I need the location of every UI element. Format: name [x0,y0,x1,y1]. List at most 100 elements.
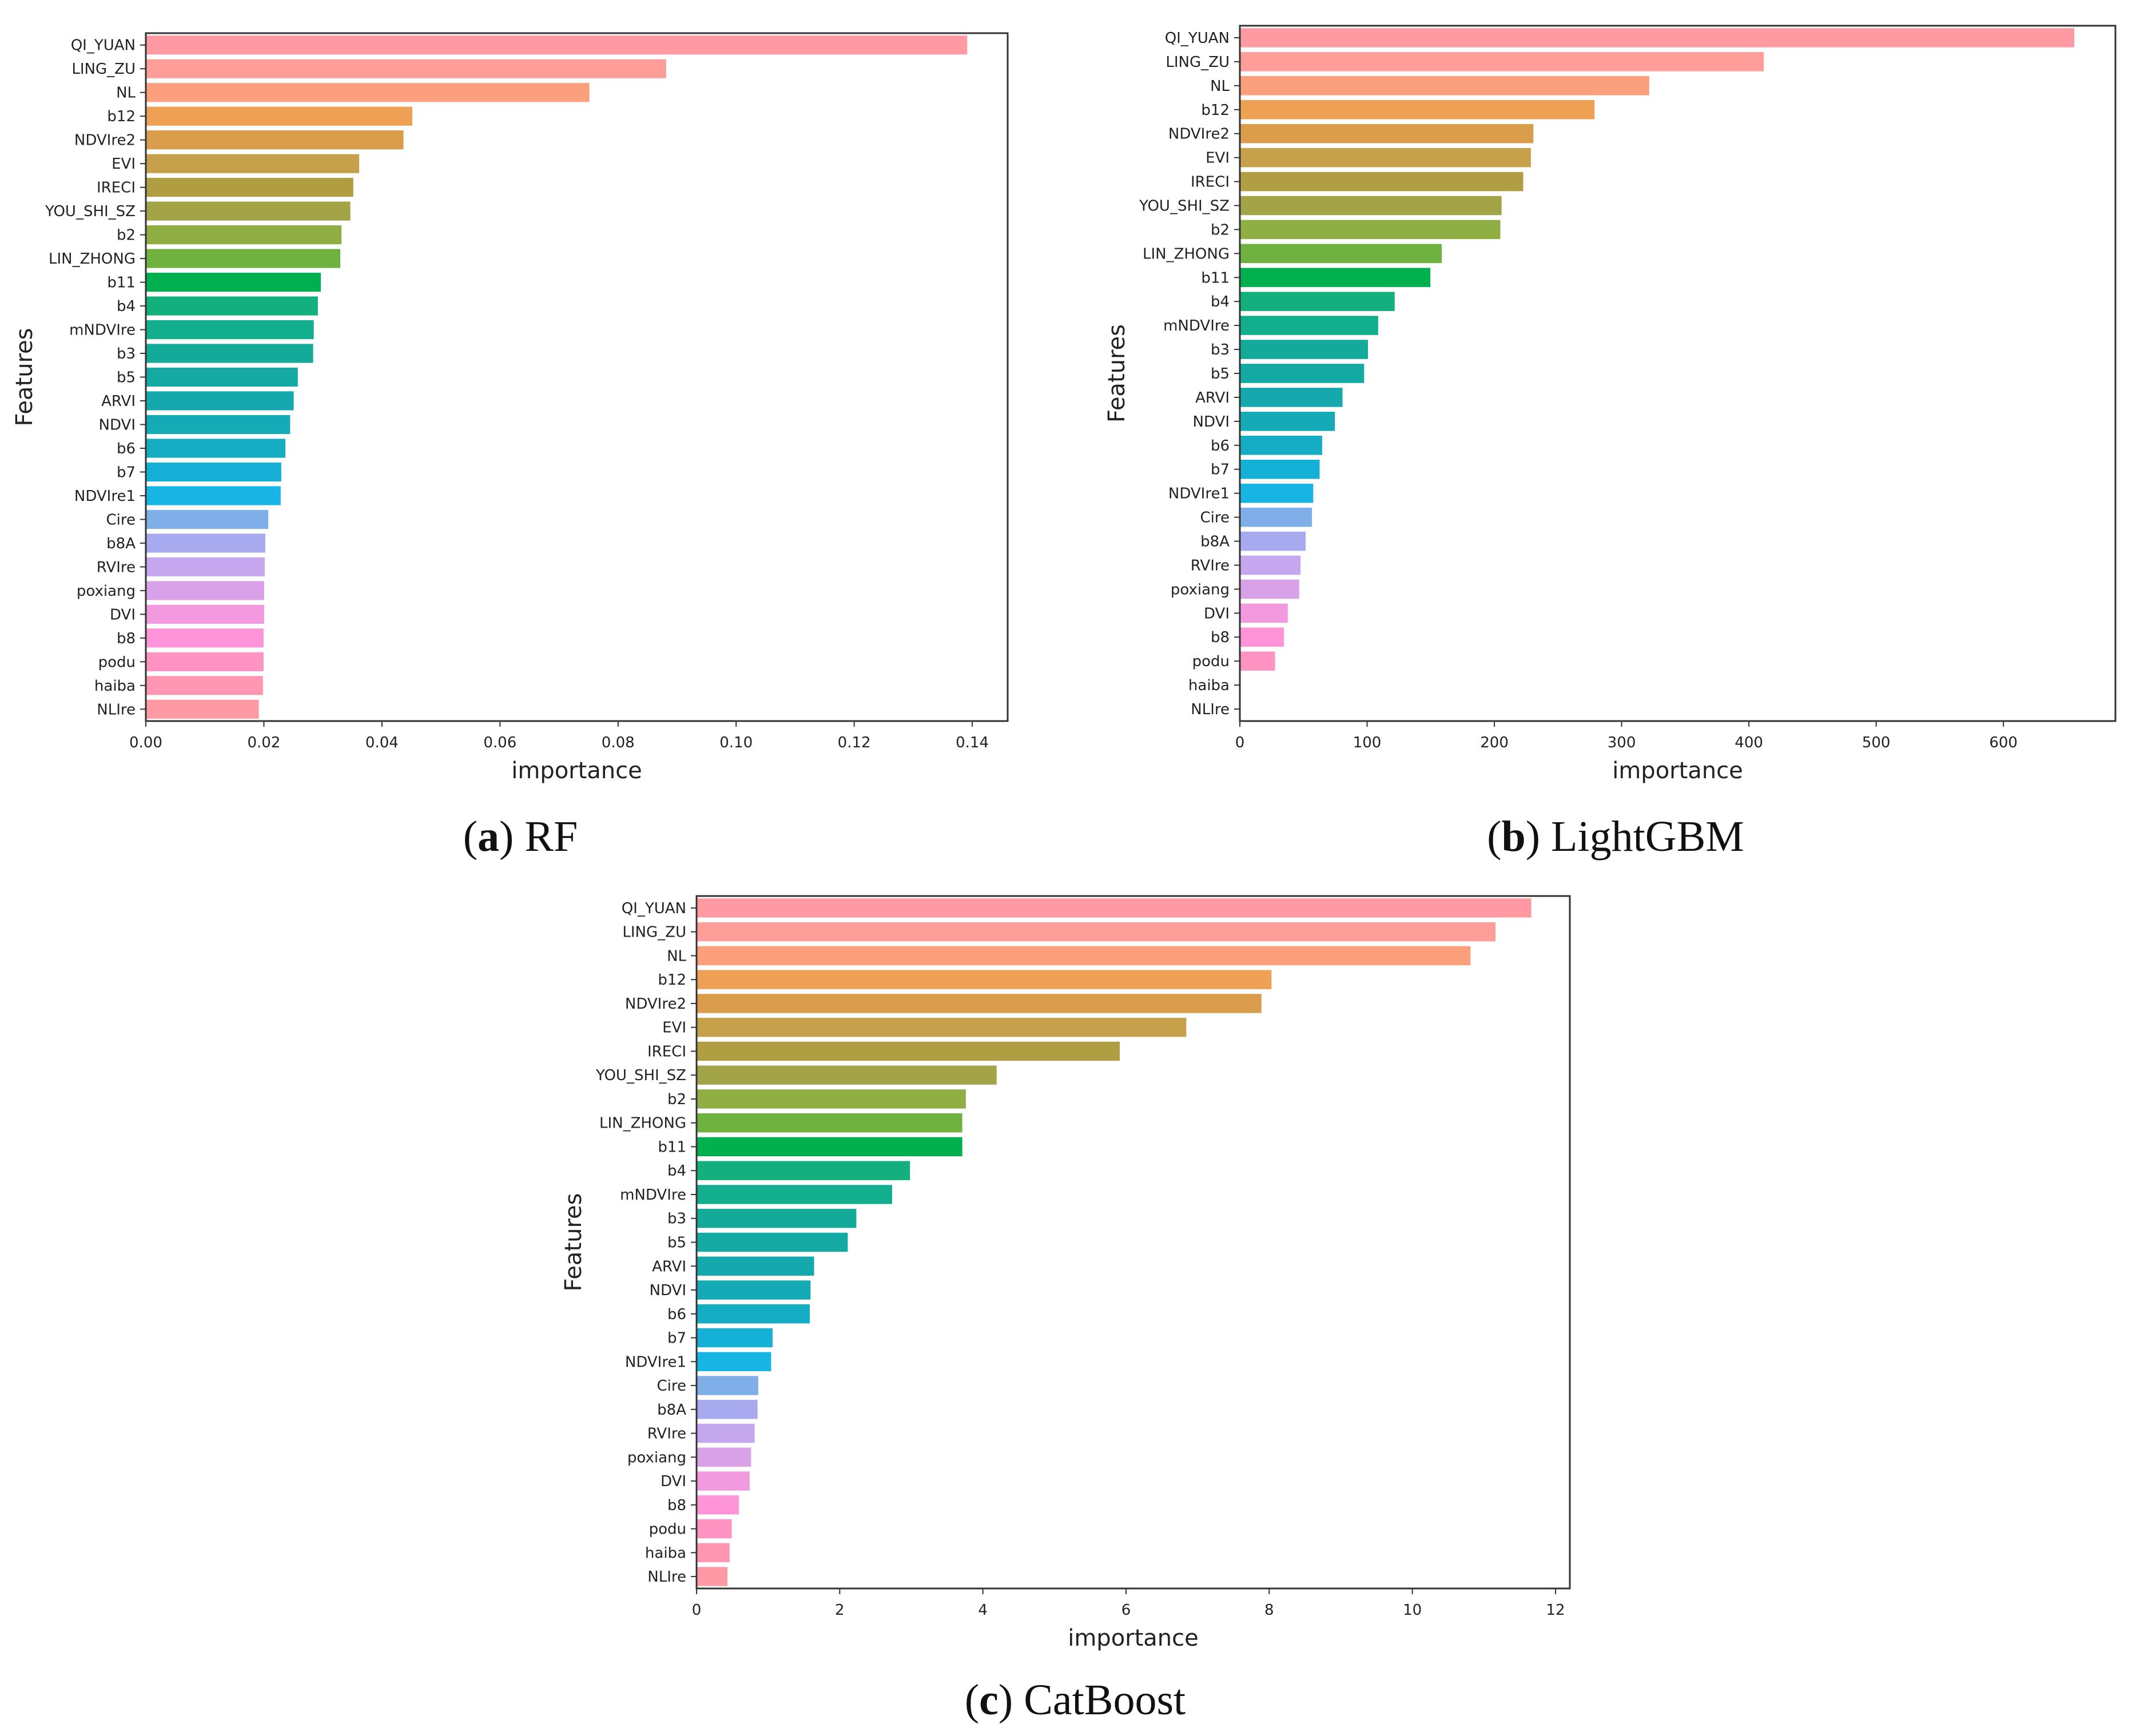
y-axis-title: Features [11,328,38,427]
bar-ARVI [146,391,294,411]
chart-lightgbm: QI_YUAN LING_ZU NL b12 NDVIre2 EVI IRECI YOU_SH… [1104,25,2117,784]
ytick-label: YOU_SHI_SZ [1139,197,1230,214]
chart-rf: QI_YUAN LING_ZU NL b12 NDVIre2 EVI IRECI YOU_SH… [11,32,1009,784]
ytick-label: DVI [1204,605,1230,622]
ytick-label: NLIre [97,701,136,718]
ytick-label: mNDVIre [69,322,136,339]
ytick-label: b2 [117,227,136,244]
ytick-label: b5 [117,369,136,387]
xtick-label: 2 [835,1602,845,1619]
ytick-label: b3 [667,1211,686,1228]
bar-b7 [146,462,281,482]
bar-b3 [697,1209,857,1228]
bar-Cire [1240,507,1312,527]
ytick-label: ARVI [101,393,136,410]
panel-rf: QI_YUAN LING_ZU NL b12 NDVIre2 EVI IRECI YOU_SH… [0,0,1029,801]
bar-b11 [1240,268,1431,288]
bar-RVIre [697,1423,755,1443]
ytick-label: b12 [107,108,136,125]
bar-NDVIre2 [1240,124,1534,144]
ytick-label: Cire [106,511,136,528]
ytick-label: poxiang [627,1449,686,1466]
xtick-label: 0.02 [247,734,280,751]
ytick-label: haiba [645,1544,686,1562]
ytick-label: NDVIre1 [1168,485,1230,503]
ytick-label: EVI [1206,150,1230,167]
ytick-label: b6 [1211,437,1230,455]
ytick-label: b8 [1211,629,1230,646]
bar-b12 [1240,99,1595,120]
ytick-label: LIN_ZHONG [49,250,136,268]
bar-b6 [1240,436,1322,455]
bar-NLIre [146,699,259,719]
ytick-label: NLIre [647,1568,686,1586]
bar-LIN_ZHONG [1240,244,1442,264]
ytick-label: IRECI [1191,174,1230,191]
bar-b5 [1240,364,1365,383]
xtick-label: 0.00 [129,734,162,751]
bar-LING_ZU [146,59,666,78]
bar-QI_YUAN [697,898,1532,918]
bar-b3 [146,344,313,363]
xtick-label: 0 [1235,734,1245,751]
bar-b8 [1240,627,1284,647]
caption-lightgbm-letter: b [1501,813,1526,861]
chart-catboost: QI_YUAN LING_ZU NL b12 NDVIre2 EVI IRECI YOU_SH… [560,895,1571,1651]
ytick-label: b11 [107,274,136,292]
bar-poxiang [1240,579,1299,599]
ytick-label: LING_ZU [1166,54,1230,71]
bar-EVI [146,154,360,173]
caption-catboost-text: CatBoost [1024,1676,1186,1724]
ytick-label: b8A [1200,533,1230,551]
x-axis-title: importance [1068,1625,1199,1651]
bar-b6 [146,439,286,458]
panel-lightgbm: QI_YUAN LING_ZU NL b12 NDVIre2 EVI IRECI YOU_SH… [1087,0,2132,801]
bar-IRECI [1240,172,1524,192]
bar-b11 [146,272,321,292]
ytick-label: haiba [1188,677,1230,694]
ytick-label: LIN_ZHONG [1143,245,1230,262]
ytick-label: NL [667,947,686,965]
xtick-label: 0.10 [719,734,753,751]
ytick-label: b7 [1211,461,1230,479]
bar-NDVI [1240,412,1335,431]
ytick-label: NDVIre1 [74,488,136,505]
bar-DVI [146,604,264,624]
ytick-label: mNDVIre [620,1186,686,1204]
ytick-label: YOU_SHI_SZ [595,1067,686,1084]
ytick-label: LING_ZU [71,61,136,78]
ytick-label: b4 [117,298,136,315]
xtick-label: 0.06 [483,734,516,751]
ytick-label: QI_YUAN [1165,30,1230,47]
ytick-label: EVI [112,156,136,173]
bar-b4 [697,1161,910,1180]
ytick-label: b8A [106,535,136,552]
bar-NDVIre1 [1240,483,1314,503]
bar-b3 [1240,340,1369,359]
bar-YOU_SHI_SZ [146,201,351,221]
bar-b5 [146,367,298,387]
bar-IRECI [146,178,353,197]
bar-RVIre [1240,555,1301,575]
bar-Cire [146,509,269,529]
bar-QI_YUAN [146,35,968,55]
y-axis-title: Features [1104,324,1130,423]
bar-RVIre [146,557,265,576]
bar-b4 [1240,292,1395,311]
ytick-label: ARVI [1195,389,1230,407]
bar-b2 [1240,220,1501,240]
ytick-label: NL [116,85,136,102]
xtick-label: 12 [1546,1602,1565,1619]
bar-IRECI [697,1041,1120,1061]
ytick-label: RVIre [647,1426,686,1443]
xtick-label: 8 [1264,1602,1274,1619]
ytick-label: b6 [117,440,136,457]
bar-EVI [697,1017,1187,1037]
ytick-label: b2 [1211,221,1230,238]
bar-DVI [697,1471,750,1491]
xtick-label: 600 [1989,734,2018,751]
bar-podu [146,652,264,671]
bar-podu [1240,651,1275,671]
bar-LING_ZU [1240,52,1764,71]
ytick-label: RVIre [97,559,136,576]
